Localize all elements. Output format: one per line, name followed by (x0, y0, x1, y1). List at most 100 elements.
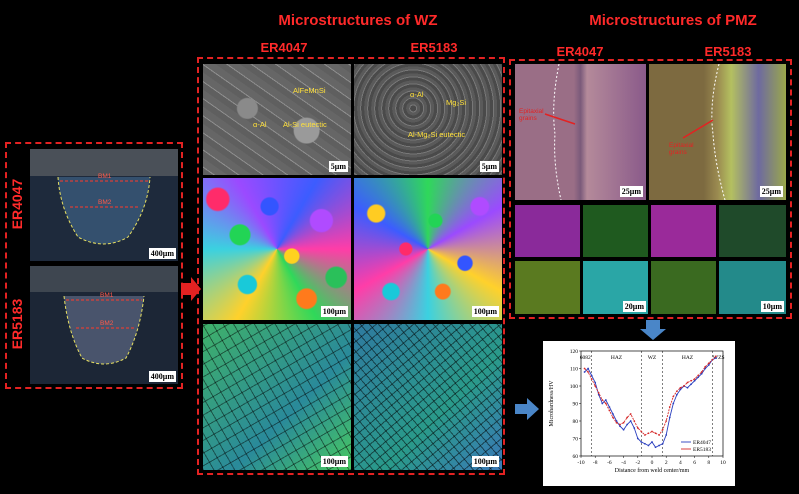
label-alsi-eutectic: Al-Si eutectic (283, 120, 327, 129)
data-point (683, 385, 685, 387)
cross-bm2-top: BM2 (98, 199, 112, 206)
wz-title: Microstructures of WZ (278, 12, 438, 29)
data-point (647, 444, 650, 447)
arrow-right-icon (181, 277, 201, 301)
eds-map-1 (515, 205, 580, 257)
label-mg2si: Mg₂Si (446, 98, 466, 107)
data-point (672, 395, 675, 398)
macro-scale-bottom: 400μm (148, 371, 176, 382)
x-tick-label: 6 (693, 460, 696, 466)
hardness-chart: 6082 HAZ WZ HAZ WZS -10 -8 -6 -4 -2 0 2 4 6 8 10 60 70 80 9… (543, 341, 735, 486)
data-point (640, 430, 643, 433)
data-point (715, 357, 717, 359)
series-line-er5183 (584, 355, 717, 436)
pmz-frame (509, 59, 792, 319)
data-point (629, 420, 632, 422)
data-point (686, 381, 689, 384)
legend-label: ER4047 (693, 440, 711, 446)
data-point (590, 374, 593, 377)
label-er5183: ER5183 (9, 298, 25, 350)
data-point (612, 416, 614, 419)
x-tick-label: 2 (665, 460, 668, 466)
kam-map-er4047: 100μm (203, 324, 351, 470)
data-point (700, 371, 703, 373)
data-point (665, 434, 668, 436)
cross-bm1-bottom: BM1 (100, 292, 114, 299)
fusion-line (544, 64, 576, 200)
data-point (590, 378, 593, 380)
label-almg2si-eutectic: Al-Mg₂Si eutectic (408, 130, 466, 139)
cross-bm1-top: BM1 (98, 173, 112, 180)
y-tick-label: 60 (573, 454, 579, 460)
ebsd-scale-1: 100μm (320, 306, 348, 317)
data-point (704, 365, 707, 368)
data-point (601, 399, 604, 401)
data-point (675, 393, 678, 396)
eds-map-6: 20μm (583, 261, 648, 314)
data-point (697, 374, 700, 377)
data-point (626, 416, 629, 419)
x-tick-label: 8 (707, 460, 710, 466)
wz-col2-label: ER5183 (410, 40, 458, 55)
ebsd-scale-2: 100μm (471, 306, 499, 317)
cross-bm2-bottom: BM2 (100, 320, 114, 327)
label-er4047: ER4047 (9, 178, 25, 230)
eds-scale-left: 20μm (622, 301, 646, 312)
data-point (626, 423, 629, 426)
om-scale-right: 25μm (759, 186, 783, 197)
eds-map-4 (719, 205, 786, 257)
arrow-down-icon (640, 320, 666, 340)
data-point (711, 358, 714, 361)
epitaxial-label-right: Epitaxial grains (669, 142, 694, 156)
eds-map-5 (515, 261, 580, 314)
data-point (640, 441, 643, 443)
data-point (601, 402, 604, 405)
data-point (608, 406, 611, 408)
x-tick-label: 0 (651, 460, 654, 466)
ebsd-ipf-er4047: 100μm (203, 178, 351, 320)
y-tick-label: 100 (570, 384, 579, 390)
data-point (707, 364, 710, 366)
sem-image-er4047: AlFeMnSi α-Al Al-Si eutectic 5μm (203, 64, 351, 175)
data-point (686, 386, 689, 389)
zone-label: HAZ (682, 355, 694, 361)
pmz-title: Microstructures of PMZ (589, 12, 757, 29)
zone-label: WZ (648, 355, 657, 361)
data-point (608, 409, 611, 412)
data-point (700, 372, 703, 375)
pmz-col2-label: ER5183 (704, 44, 752, 59)
fusion-line-2 (682, 64, 726, 200)
data-point (693, 379, 696, 382)
data-point (690, 379, 692, 382)
data-point (697, 376, 700, 379)
y-tick-label: 120 (570, 349, 579, 355)
pmz-col1-label: ER4047 (556, 44, 604, 59)
data-point (619, 425, 621, 428)
eds-scale-right: 10μm (760, 301, 784, 312)
data-point (658, 434, 660, 436)
y-tick-label: 110 (570, 367, 578, 373)
om-image-er4047: Epitaxial grains 25μm (515, 64, 646, 200)
arrow-right-blue-icon (515, 398, 539, 420)
data-point (622, 421, 625, 424)
data-point (644, 442, 646, 445)
data-point (604, 399, 607, 401)
data-point (672, 402, 675, 405)
data-point (615, 421, 618, 424)
y-tick-label: 80 (573, 419, 579, 425)
data-point (583, 367, 586, 370)
eds-map-2 (583, 205, 648, 257)
data-point (658, 444, 660, 447)
data-point (622, 428, 625, 431)
macro-frame (5, 142, 183, 389)
eds-map-3 (651, 205, 716, 257)
y-axis-label: Microhardness/HV (549, 380, 555, 427)
hardness-chart-svg: 6082 HAZ WZ HAZ WZS -10 -8 -6 -4 -2 0 2 4 6 8 10 60 70 80 9… (549, 349, 726, 474)
label-alpha-al-left: α-Al (253, 120, 267, 129)
data-point (612, 413, 614, 415)
data-point (679, 386, 682, 389)
x-tick-label: -10 (577, 460, 585, 466)
epitaxial-label-left: Epitaxial grains (519, 108, 544, 122)
data-point (633, 427, 636, 429)
eds-map-7 (651, 261, 716, 314)
